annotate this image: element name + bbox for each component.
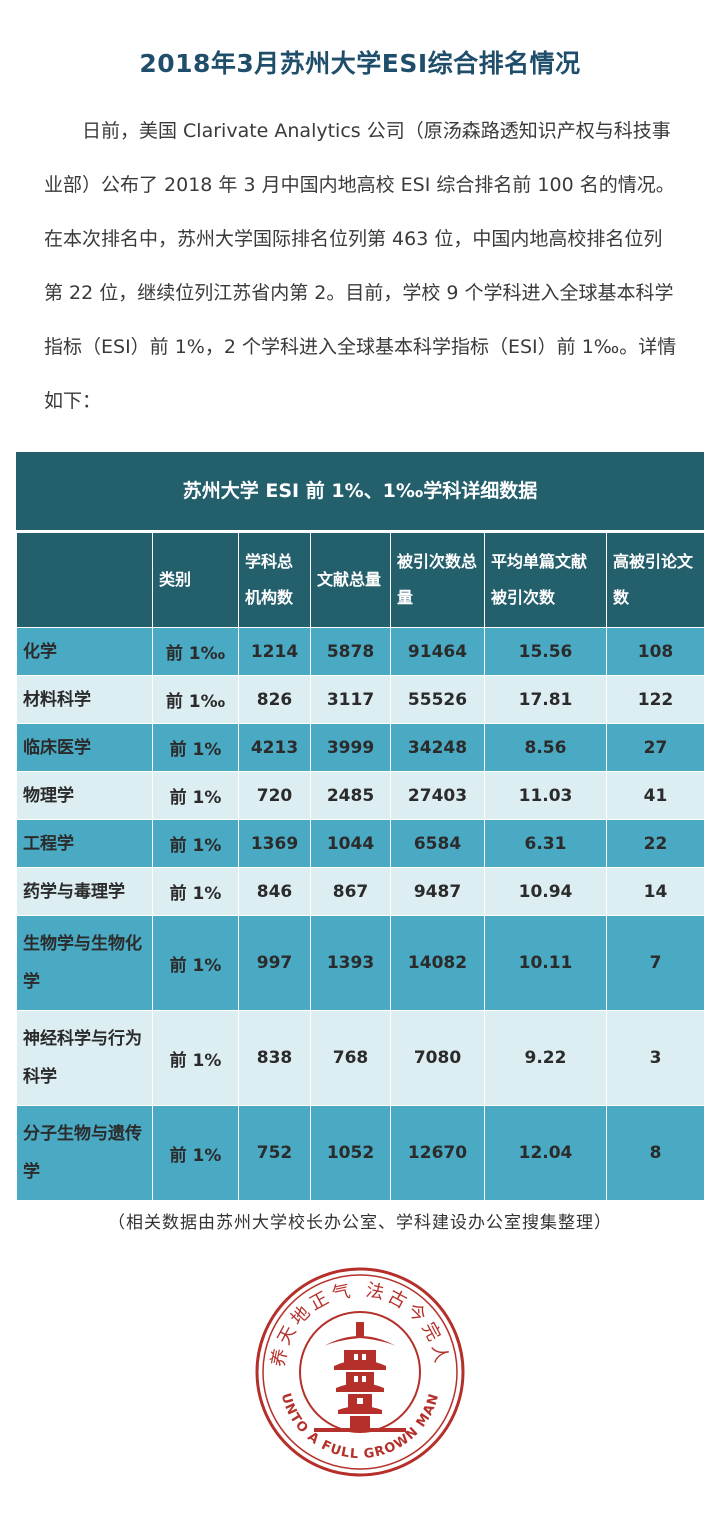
subject-cell: 神经科学与行为科学 bbox=[16, 1010, 153, 1106]
category-cell: 前 1% bbox=[152, 1105, 239, 1201]
university-seal-logo: 养天地正气 法古今完人 UNTO A FULL GROWN MAN bbox=[255, 1267, 465, 1477]
category-cell: 前 1% bbox=[152, 819, 239, 868]
table-header-row: 类别 学科总机构数 文献总量 被引次数总量 平均单篇文献被引次数 高被引论文数 bbox=[16, 532, 705, 628]
table-row: 材料科学前 1‰ 826 3117 55526 17.81 122 bbox=[16, 675, 705, 724]
table-caption: 苏州大学 ESI 前 1%、1‰学科详细数据 bbox=[16, 452, 704, 532]
table-row: 生物学与生物化学前 1% 997 1393 14082 10.11 7 bbox=[16, 915, 705, 1011]
institutions-cell: 720 bbox=[238, 771, 311, 820]
avg-citations-cell: 12.04 bbox=[484, 1105, 607, 1201]
avg-citations-cell: 9.22 bbox=[484, 1010, 607, 1106]
papers-cell: 867 bbox=[310, 867, 391, 916]
avg-citations-cell: 15.56 bbox=[484, 627, 607, 676]
subject-cell: 生物学与生物化学 bbox=[16, 915, 153, 1011]
table-row: 工程学前 1% 1369 1044 6584 6.31 22 bbox=[16, 819, 705, 868]
table-row: 物理学前 1% 720 2485 27403 11.03 41 bbox=[16, 771, 705, 820]
table-row: 分子生物与遗传学前 1% 752 1052 12670 12.04 8 bbox=[16, 1105, 705, 1201]
page-title: 2018年3月苏州大学ESI综合排名情况 bbox=[139, 49, 581, 78]
subject-cell: 化学 bbox=[16, 627, 153, 676]
header-citations: 被引次数总量 bbox=[390, 532, 485, 628]
citations-cell: 27403 bbox=[390, 771, 485, 820]
subject-cell: 分子生物与遗传学 bbox=[16, 1105, 153, 1201]
category-cell: 前 1% bbox=[152, 1010, 239, 1106]
papers-cell: 1393 bbox=[310, 915, 391, 1011]
subject-cell: 工程学 bbox=[16, 819, 153, 868]
papers-cell: 2485 bbox=[310, 771, 391, 820]
papers-cell: 3117 bbox=[310, 675, 391, 724]
table-body: 化学前 1‰ 1214 5878 91464 15.56 108 材料科学前 1‰ 826 31… bbox=[16, 627, 705, 1201]
highly-cited-cell: 14 bbox=[606, 867, 705, 916]
citations-cell: 7080 bbox=[390, 1010, 485, 1106]
subject-cell: 材料科学 bbox=[16, 675, 153, 724]
header-highly-cited: 高被引论文数 bbox=[606, 532, 705, 628]
avg-citations-cell: 10.94 bbox=[484, 867, 607, 916]
institutions-cell: 1214 bbox=[238, 627, 311, 676]
category-cell: 前 1% bbox=[152, 867, 239, 916]
citations-cell: 91464 bbox=[390, 627, 485, 676]
category-cell: 前 1% bbox=[152, 723, 239, 772]
papers-cell: 768 bbox=[310, 1010, 391, 1106]
institutions-cell: 838 bbox=[238, 1010, 311, 1106]
esi-table: 类别 学科总机构数 文献总量 被引次数总量 平均单篇文献被引次数 高被引论文数 … bbox=[16, 532, 705, 1201]
highly-cited-cell: 7 bbox=[606, 915, 705, 1011]
category-cell: 前 1% bbox=[152, 771, 239, 820]
citations-cell: 14082 bbox=[390, 915, 485, 1011]
avg-citations-cell: 17.81 bbox=[484, 675, 607, 724]
institutions-cell: 846 bbox=[238, 867, 311, 916]
intro-paragraph: 日前，美国 Clarivate Analytics 公司（原汤森路透知识产权与科… bbox=[44, 120, 677, 412]
subject-cell: 物理学 bbox=[16, 771, 153, 820]
institutions-cell: 826 bbox=[238, 675, 311, 724]
citations-cell: 12670 bbox=[390, 1105, 485, 1201]
avg-citations-cell: 11.03 bbox=[484, 771, 607, 820]
citations-cell: 6584 bbox=[390, 819, 485, 868]
header-category: 类别 bbox=[152, 532, 239, 628]
highly-cited-cell: 27 bbox=[606, 723, 705, 772]
highly-cited-cell: 8 bbox=[606, 1105, 705, 1201]
header-subject bbox=[16, 532, 153, 628]
papers-cell: 1044 bbox=[310, 819, 391, 868]
avg-citations-cell: 10.11 bbox=[484, 915, 607, 1011]
header-institutions: 学科总机构数 bbox=[238, 532, 311, 628]
highly-cited-cell: 41 bbox=[606, 771, 705, 820]
avg-citations-cell: 8.56 bbox=[484, 723, 607, 772]
header-avg-citations: 平均单篇文献被引次数 bbox=[484, 532, 607, 628]
citations-cell: 9487 bbox=[390, 867, 485, 916]
subject-cell: 临床医学 bbox=[16, 723, 153, 772]
category-cell: 前 1‰ bbox=[152, 675, 239, 724]
citations-cell: 34248 bbox=[390, 723, 485, 772]
header-papers: 文献总量 bbox=[310, 532, 391, 628]
esi-table-container: 苏州大学 ESI 前 1%、1‰学科详细数据 类别 学科总机构数 文献总量 被引… bbox=[16, 452, 705, 1201]
highly-cited-cell: 3 bbox=[606, 1010, 705, 1106]
papers-cell: 3999 bbox=[310, 723, 391, 772]
category-cell: 前 1‰ bbox=[152, 627, 239, 676]
institutions-cell: 997 bbox=[238, 915, 311, 1011]
table-row: 药学与毒理学前 1% 846 867 9487 10.94 14 bbox=[16, 867, 705, 916]
highly-cited-cell: 22 bbox=[606, 819, 705, 868]
category-cell: 前 1% bbox=[152, 915, 239, 1011]
papers-cell: 1052 bbox=[310, 1105, 391, 1201]
table-row: 临床医学前 1% 4213 3999 34248 8.56 27 bbox=[16, 723, 705, 772]
citations-cell: 55526 bbox=[390, 675, 485, 724]
highly-cited-cell: 122 bbox=[606, 675, 705, 724]
source-note: （相关数据由苏州大学校长办公室、学科建设办公室搜集整理） bbox=[108, 1213, 612, 1233]
table-row: 神经科学与行为科学前 1% 838 768 7080 9.22 3 bbox=[16, 1010, 705, 1106]
avg-citations-cell: 6.31 bbox=[484, 819, 607, 868]
table-row: 化学前 1‰ 1214 5878 91464 15.56 108 bbox=[16, 627, 705, 676]
highly-cited-cell: 108 bbox=[606, 627, 705, 676]
subject-cell: 药学与毒理学 bbox=[16, 867, 153, 916]
institutions-cell: 4213 bbox=[238, 723, 311, 772]
papers-cell: 5878 bbox=[310, 627, 391, 676]
institutions-cell: 1369 bbox=[238, 819, 311, 868]
institutions-cell: 752 bbox=[238, 1105, 311, 1201]
pagoda-icon bbox=[314, 1322, 406, 1432]
